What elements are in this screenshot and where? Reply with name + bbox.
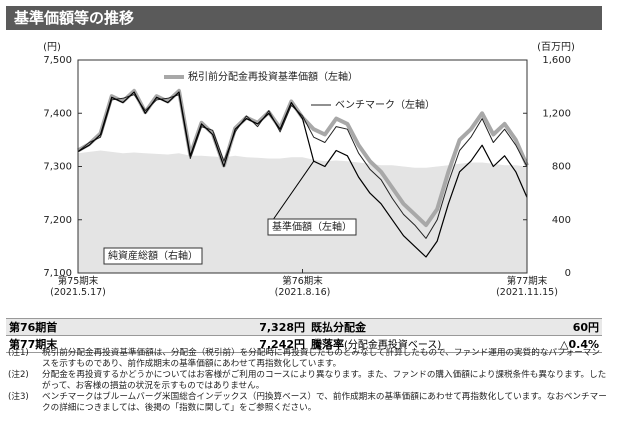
y-tick-label: 7,300 xyxy=(43,162,72,173)
note-mark: (注3) xyxy=(8,392,29,402)
note: (注1) 税引前分配金再投資基準価額は、分配金（税引前）を分配時に再投資したものと… xyxy=(8,348,608,370)
legend-label: 税引前分配金再投資基準価額（左軸） xyxy=(188,70,358,83)
row-label: 第76期首 xyxy=(6,318,162,336)
summary-row: 第77期末 7,242円 騰落率(分配金再投資ベース) △0.4% xyxy=(6,335,602,353)
note: (注2) 分配金を再投資するかどうかについてはお客様がご利用のコースにより異なりま… xyxy=(8,370,608,392)
note-text: ベンチマークはブルームバーグ米国総合インデックス（円換算ベース）で、前作成期末の… xyxy=(42,392,607,413)
row-label: 第77期末 xyxy=(6,335,162,353)
legend-box xyxy=(267,218,357,236)
y-tick-label: 7,400 xyxy=(43,108,72,119)
y-tick-label: 7,200 xyxy=(43,215,72,226)
notes: (注1) 税引前分配金再投資基準価額は、分配金（税引前）を分配時に再投資したものと… xyxy=(8,348,608,414)
legend-bg xyxy=(333,98,437,112)
x-tick-label: 第76期末 (2021.8.16) xyxy=(274,276,331,298)
note-mark: (注2) xyxy=(8,370,29,380)
summary-row: 第76期首 7,328円 既払分配金 60円 xyxy=(6,318,602,336)
y-tick-label: 7,100 xyxy=(43,268,72,279)
summary-table: 第76期首 7,328円 既払分配金 60円第77期末 7,242円 騰落率(分配金再投資… xyxy=(6,318,602,353)
legend-bg xyxy=(186,70,360,84)
legend-box xyxy=(103,247,203,265)
x-tick-label: 第75期末 (2021.5.17) xyxy=(50,276,106,298)
y2-tick-label: 400 xyxy=(552,215,571,226)
row-value: 7,328円 xyxy=(162,318,308,336)
line xyxy=(77,88,529,228)
row-value: 7,242円 xyxy=(162,335,308,353)
legend-label: ベンチマーク（左軸） xyxy=(335,98,435,111)
leader xyxy=(267,160,315,228)
line xyxy=(77,91,528,258)
legend-label: 純資産総額（右軸） xyxy=(108,249,198,262)
chart: (円) (百万円) 7,100 7,200 7,300 7,400 7,500 0 400 8… xyxy=(43,41,575,279)
note-text: 税引前分配金再投資基準価額は、分配金（税引前）を分配時に再投資したものとみなして… xyxy=(42,348,600,369)
row-value2: 60円 xyxy=(529,318,602,336)
note: (注3) ベンチマークはブルームバーグ米国総合インデックス（円換算ベース）で、前作… xyxy=(8,392,608,414)
note-mark: (注1) xyxy=(8,348,29,358)
label2: 騰落率 xyxy=(311,338,344,351)
label2-note: (分配金再投資ベース) xyxy=(344,340,442,351)
row-label2: 既払分配金 xyxy=(308,318,530,336)
x-tick-label: 第77期末 (2021.11.15) xyxy=(496,276,558,298)
y2-tick-label: 1,200 xyxy=(542,108,571,119)
label2: 既払分配金 xyxy=(311,321,366,334)
row-value2: △0.4% xyxy=(529,335,602,353)
y-tick-label: 7,500 xyxy=(43,55,72,66)
area xyxy=(78,150,527,273)
y2-tick-label: 1,600 xyxy=(542,55,571,66)
note-text: 分配金を再投資するかどうかについてはお客様がご利用のコースにより異なります。また… xyxy=(42,370,607,391)
row-label2: 騰落率(分配金再投資ベース) xyxy=(308,335,530,353)
header-title: 基準価額等の推移 xyxy=(6,6,602,30)
y2-tick-label: 800 xyxy=(552,162,571,173)
y2-tick-label: 0 xyxy=(565,268,571,279)
y-axis-label: (円) xyxy=(43,42,61,53)
legend-label: 基準価額（左軸） xyxy=(272,220,352,233)
y2-axis-label: (百万円) xyxy=(537,41,575,53)
